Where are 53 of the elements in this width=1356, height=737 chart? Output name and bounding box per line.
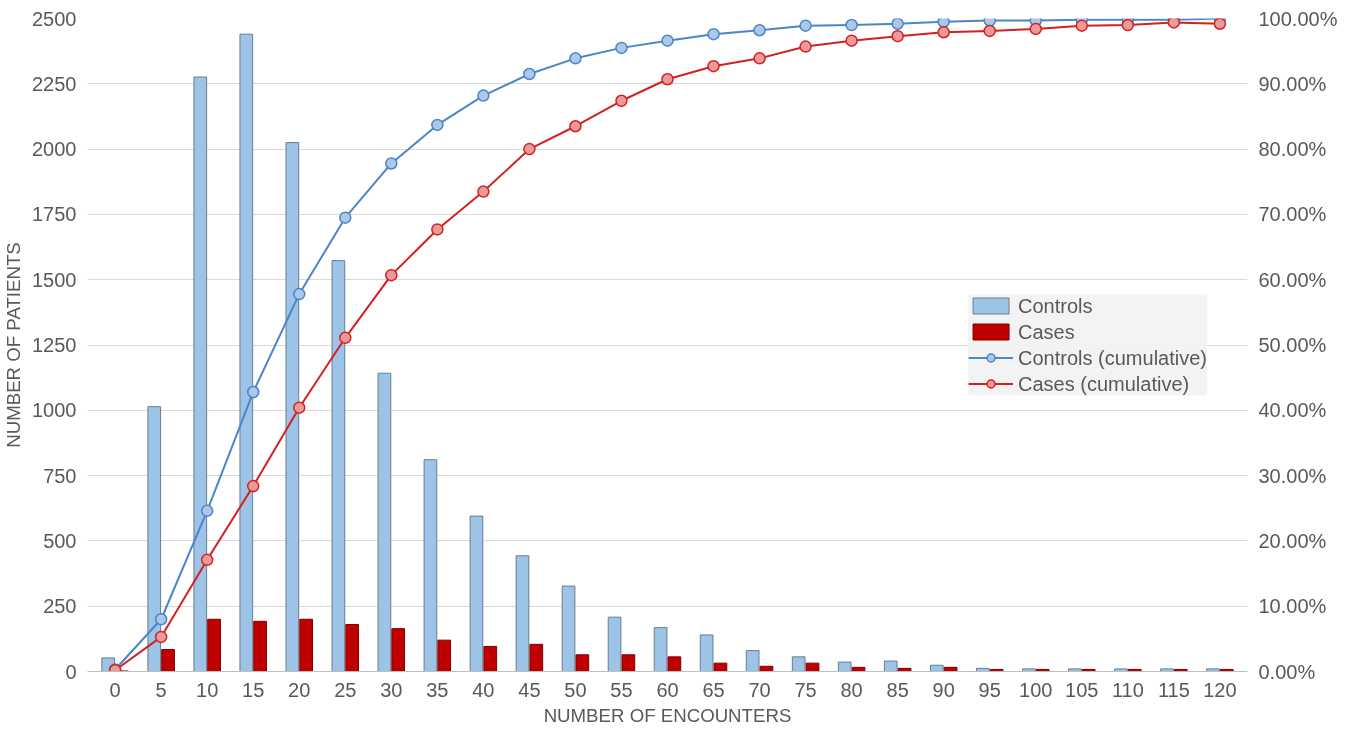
- y-tick-label: 2500: [32, 7, 77, 30]
- x-tick-label: 110: [1111, 678, 1144, 701]
- y2-tick-label: 100.00%: [1258, 7, 1338, 30]
- x-axis-title: NUMBER OF ENCOUNTERS: [543, 704, 792, 726]
- x-tick-label: 35: [426, 678, 449, 701]
- y2-tick-label: 50.00%: [1258, 334, 1327, 356]
- y-tick-label: 2000: [32, 138, 77, 161]
- y-tick-label: 1250: [32, 334, 77, 356]
- y2-tick-label: 20.00%: [1258, 529, 1327, 552]
- x-tick-label: 105: [1065, 678, 1099, 701]
- x-tick-label: 65: [702, 678, 725, 701]
- x-tick-label: 95: [978, 678, 1001, 701]
- x-tick-label: 50: [564, 678, 587, 701]
- x-tick-label: 5: [155, 678, 167, 701]
- y-tick-label: 1500: [32, 268, 77, 291]
- y2-tick-label: 30.00%: [1258, 464, 1327, 487]
- y-tick-label: 750: [43, 464, 77, 487]
- x-tick-label: 90: [932, 678, 955, 701]
- y-tick-label: 0: [65, 660, 77, 683]
- x-tick-label: 45: [518, 678, 541, 701]
- legend-label: Controls (cumulative): [1018, 346, 1207, 369]
- y2-tick-label: 60.00%: [1258, 268, 1327, 291]
- x-tick-label: 60: [656, 678, 679, 701]
- x-tick-label: 75: [794, 678, 817, 701]
- y2-tick-label: 70.00%: [1258, 203, 1327, 226]
- x-tick-label: 0: [109, 678, 121, 701]
- legend-label: Cases: [1018, 320, 1075, 343]
- y2-tick-label: 90.00%: [1258, 72, 1327, 95]
- y2-tick-label: 10.00%: [1258, 595, 1327, 618]
- x-tick-label: 80: [840, 678, 863, 701]
- x-tick-label: 10: [196, 678, 219, 701]
- y-tick-label: 1000: [32, 399, 77, 422]
- x-tick-label: 20: [288, 678, 311, 701]
- y-tick-label: 500: [43, 529, 77, 552]
- y2-tick-label: 0.00%: [1258, 660, 1316, 683]
- x-tick-label: 15: [242, 678, 265, 701]
- legend-label: Cases (cumulative): [1018, 372, 1190, 395]
- y-tick-label: 2250: [32, 72, 77, 95]
- y-axis-title: NUMBER OF PATIENTS: [3, 242, 25, 448]
- x-tick-label: 30: [380, 678, 403, 701]
- x-tick-label: 25: [334, 678, 357, 701]
- y2-tick-label: 80.00%: [1258, 138, 1327, 161]
- x-tick-label: 55: [610, 678, 633, 701]
- y-tick-label: 1750: [32, 203, 77, 226]
- y2-tick-label: 40.00%: [1258, 399, 1327, 422]
- x-tick-label: 70: [748, 678, 771, 701]
- y-tick-label: 250: [43, 595, 77, 618]
- x-tick-label: 120: [1203, 678, 1237, 701]
- x-tick-label: 85: [886, 678, 909, 701]
- x-tick-label: 40: [472, 678, 495, 701]
- legend-label: Controls: [1018, 294, 1093, 317]
- x-tick-label: 100: [1019, 678, 1053, 701]
- x-tick-label: 115: [1157, 678, 1190, 701]
